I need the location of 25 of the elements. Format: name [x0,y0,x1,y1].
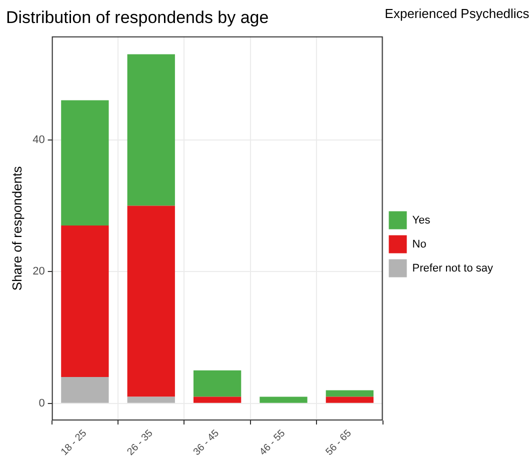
legend-label: Prefer not to say [412,262,494,274]
x-tick-label: 56 - 65 [324,428,354,458]
bar [326,396,374,403]
y-axis-title: Share of respondents [9,166,24,291]
y-tick-label: 40 [32,134,45,146]
legend-title: Experienced Psychedlics [384,6,530,22]
y-tick-label: 0 [38,397,45,410]
x-tick-label: 26 - 35 [125,428,156,458]
bar [127,396,175,403]
bar [61,377,109,403]
bar [127,54,175,206]
x-tick-label: 36 - 45 [192,428,222,458]
legend-label: No [412,238,426,250]
x-tick-label: 18 - 25 [59,428,90,458]
bar [61,100,109,226]
chart-title: Distribution of respondends by age [6,8,269,27]
y-tick-label: 20 [32,266,45,278]
bar [326,390,374,397]
bar [193,396,242,403]
legend-label: Yes [412,214,431,226]
bar [127,206,175,397]
bar [193,370,242,397]
x-tick-label: 46 - 55 [258,428,288,458]
bar [61,225,109,378]
bar [260,396,308,403]
